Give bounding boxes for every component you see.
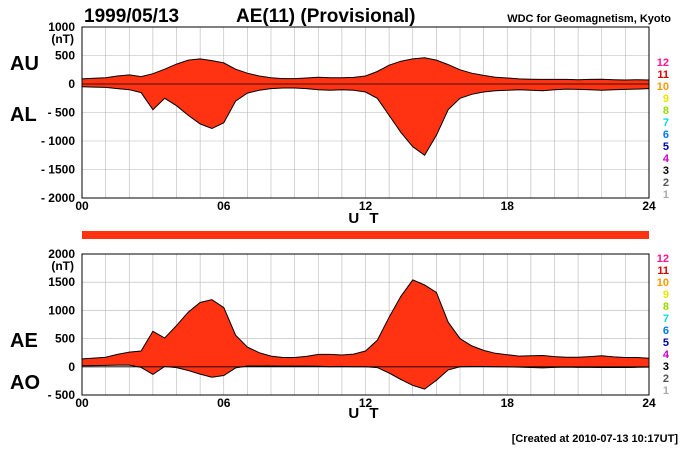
y-tick-label: - 500: [48, 388, 76, 402]
station-legend-item: 9: [663, 93, 669, 105]
station-legend-item: 1: [663, 189, 669, 201]
y-tick-label: - 1500: [41, 163, 75, 177]
y-tick-label: 1000: [48, 303, 75, 317]
station-legend-item: 3: [663, 165, 669, 177]
ae-ao-unit-label: (nT): [51, 259, 74, 273]
source-label: WDC for Geomagnetism, Kyoto: [507, 13, 671, 25]
panel-ae-ao-y-ticks: 2000 1500 1000 500 0 - 500: [48, 247, 76, 402]
station-legend-item: 8: [663, 301, 669, 313]
created-timestamp: [Created at 2010-07-13 10:17UT]: [512, 433, 679, 445]
x-tick-label: 00: [75, 396, 89, 410]
au-al-fill-area: [82, 57, 649, 156]
au-series-line: [81, 57, 650, 81]
y-tick-label: - 1000: [41, 134, 75, 148]
panel-au-al: 1000 500 0 - 500 - 1000 - 1500 - 2000 00 06 12 18…: [10, 20, 656, 227]
station-legend-item: 5: [663, 141, 669, 153]
x-tick-label: 24: [642, 396, 656, 410]
y-tick-label: - 500: [48, 106, 76, 120]
ae-ao-x-axis-label: U T: [348, 405, 381, 422]
x-tick-label: 12: [359, 396, 373, 410]
station-legend-item: 2: [663, 177, 669, 189]
station-legend-item: 3: [663, 361, 669, 373]
ae-label: AE: [10, 330, 38, 352]
chart-title: AE(11) (Provisional): [236, 6, 416, 27]
y-tick-label: - 2000: [41, 191, 75, 205]
station-legend-item: 6: [663, 325, 669, 337]
station-legend-item: 7: [663, 117, 669, 129]
x-tick-label: 12: [359, 199, 373, 213]
y-tick-label: 500: [55, 49, 75, 63]
station-legend-item: 12: [657, 57, 669, 69]
y-tick-label: 1000: [48, 20, 75, 34]
x-tick-label: 18: [501, 199, 515, 213]
y-tick-label: 0: [68, 77, 75, 91]
y-tick-label: 500: [55, 332, 75, 346]
au-label: AU: [10, 53, 39, 75]
ao-label: AO: [10, 372, 40, 394]
station-legend-item: 1: [663, 385, 669, 397]
ae-series-line: [81, 279, 650, 360]
panel-ae-ao: 2000 1500 1000 500 0 - 500 00 06 12 18 24 (nT) AE…: [10, 247, 656, 422]
station-legend-item: 2: [663, 373, 669, 385]
station-legend-item: 10: [657, 81, 669, 93]
panel-au-al-frame: [81, 26, 650, 199]
y-tick-label: 0: [68, 360, 75, 374]
x-tick-label: 24: [642, 199, 656, 213]
station-legend-item: 10: [657, 277, 669, 289]
x-tick-label: 00: [75, 199, 89, 213]
al-label: AL: [10, 104, 37, 126]
panel-ae-ao-grid: [81, 253, 650, 396]
au-al-x-axis-label: U T: [348, 210, 381, 227]
station-legend-item: 4: [663, 153, 670, 165]
y-tick-label: 2000: [48, 247, 75, 261]
station-legend-item: 11: [657, 265, 669, 277]
data-availability-bar: [82, 231, 649, 239]
station-legend-item: 11: [657, 69, 669, 81]
al-series-line: [81, 86, 650, 157]
station-legend-item: 6: [663, 129, 669, 141]
x-tick-label: 06: [217, 199, 231, 213]
y-tick-label: 1500: [48, 275, 75, 289]
panel-ae-ao-x-ticks: 00 06 12 18 24: [75, 396, 656, 410]
panel-ae-ao-frame: [81, 253, 650, 396]
station-legend-item: 12: [657, 253, 669, 265]
au-al-unit-label: (nT): [51, 32, 74, 46]
panel-au-al-y-ticks: 1000 500 0 - 500 - 1000 - 1500 - 2000: [41, 20, 75, 205]
panel-au-al-grid: [81, 26, 650, 199]
station-legend-item: 4: [663, 349, 670, 361]
date-label: 1999/05/13: [84, 6, 179, 27]
x-tick-label: 06: [217, 396, 231, 410]
station-legend-item: 9: [663, 289, 669, 301]
x-tick-label: 18: [501, 396, 515, 410]
station-legend-item: 5: [663, 337, 669, 349]
station-legend-item: 8: [663, 105, 669, 117]
panel-au-al-x-ticks: 00 06 12 18 24: [75, 199, 656, 213]
ae-ao-fill-area: [82, 279, 649, 390]
station-legend-item: 7: [663, 313, 669, 325]
